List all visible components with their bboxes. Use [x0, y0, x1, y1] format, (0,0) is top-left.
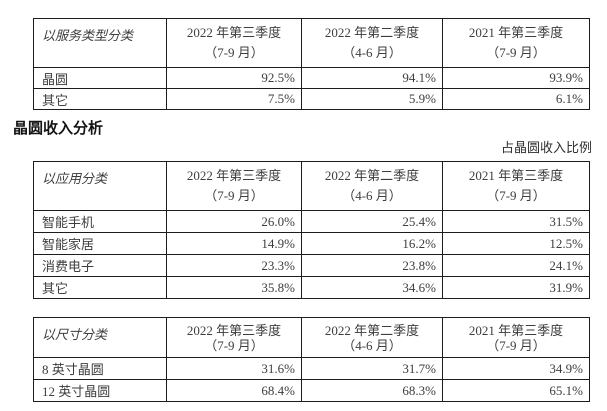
quarter-line2: （4-6 月） — [342, 188, 402, 203]
table-row: 其它 7.5% 5.9% 6.1% — [33, 88, 590, 110]
quarter-line2: （4-6 月） — [342, 45, 402, 60]
row-label: 8 英寸晶圆 — [33, 357, 167, 380]
quarter-line1: 2022 年第三季度 — [186, 168, 282, 183]
quarter-line2: （7-9 月） — [486, 337, 546, 353]
value-cell: 35.8% — [166, 276, 302, 299]
row-label: 12 英寸晶圆 — [33, 379, 167, 402]
value-cell: 7.5% — [166, 88, 302, 110]
value-cell: 23.8% — [301, 254, 443, 277]
value-cell: 93.9% — [442, 67, 590, 89]
header-row: 以服务类型分类 2022 年第三季度 （7-9 月） 2022 年第二季度 （4… — [33, 18, 590, 68]
value-cell: 25.4% — [301, 210, 443, 233]
quarter-header-2022q2: 2022 年第二季度 （4-6 月） — [301, 161, 443, 211]
value-cell: 12.5% — [442, 232, 590, 255]
quarter-line1: 2022 年第三季度 — [186, 25, 282, 40]
value-cell: 31.6% — [166, 357, 302, 380]
row-label: 智能家居 — [33, 232, 167, 255]
category-header: 以应用分类 — [33, 161, 167, 211]
quarter-header-2022q3: 2022 年第三季度 （7-9 月） — [166, 161, 302, 211]
quarter-line2: （7-9 月） — [204, 45, 264, 60]
row-label: 其它 — [33, 276, 167, 299]
value-cell: 14.9% — [166, 232, 302, 255]
quarter-header-2022q3: 2022 年第三季度 （7-9 月） — [166, 18, 302, 68]
value-cell: 23.3% — [166, 254, 302, 277]
quarter-header-2021q3: 2021 年第三季度 （7-9 月） — [442, 317, 590, 358]
value-cell: 68.3% — [301, 379, 443, 402]
value-cell: 68.4% — [166, 379, 302, 402]
quarter-header-2022q2: 2022 年第二季度 （4-6 月） — [301, 18, 443, 68]
table-row: 消费电子 23.3% 23.8% 24.1% — [33, 254, 590, 277]
quarter-line1: 2022 年第二季度 — [324, 168, 420, 183]
service-type-table: 以服务类型分类 2022 年第三季度 （7-9 月） 2022 年第二季度 （4… — [33, 18, 590, 110]
value-cell: 65.1% — [442, 379, 590, 402]
row-label: 晶圆 — [33, 67, 167, 89]
row-label: 消费电子 — [33, 254, 167, 277]
row-label: 其它 — [33, 88, 167, 110]
value-cell: 94.1% — [301, 67, 443, 89]
quarter-line2: （7-9 月） — [204, 188, 264, 203]
table-row: 8 英寸晶圆 31.6% 31.7% 34.9% — [33, 357, 590, 380]
table-row: 智能家居 14.9% 16.2% 12.5% — [33, 232, 590, 255]
wafer-revenue-ratio-note: 占晶圆收入比例 — [500, 140, 592, 155]
category-header: 以服务类型分类 — [33, 18, 167, 68]
table-row: 智能手机 26.0% 25.4% 31.5% — [33, 210, 590, 233]
quarter-line2: （7-9 月） — [204, 337, 264, 353]
table-row: 12 英寸晶圆 68.4% 68.3% 65.1% — [33, 379, 590, 402]
quarter-header-2022q2: 2022 年第二季度 （4-6 月） — [301, 317, 443, 358]
value-cell: 34.9% — [442, 357, 590, 380]
size-table: 以尺寸分类 2022 年第三季度 （7-9 月） 2022 年第二季度 （4-6… — [33, 317, 590, 402]
quarter-line2: （4-6 月） — [342, 337, 402, 353]
value-cell: 92.5% — [166, 67, 302, 89]
quarter-line1: 2021 年第三季度 — [468, 25, 564, 40]
quarter-line1: 2021 年第三季度 — [468, 322, 564, 338]
value-cell: 31.7% — [301, 357, 443, 380]
quarter-line1: 2022 年第二季度 — [324, 322, 420, 338]
value-cell: 26.0% — [166, 210, 302, 233]
value-cell: 16.2% — [301, 232, 443, 255]
row-label: 智能手机 — [33, 210, 167, 233]
table-row: 晶圆 92.5% 94.1% 93.9% — [33, 67, 590, 89]
header-row: 以应用分类 2022 年第三季度 （7-9 月） 2022 年第二季度 （4-6… — [33, 161, 590, 211]
value-cell: 5.9% — [301, 88, 443, 110]
value-cell: 31.9% — [442, 276, 590, 299]
quarter-header-2021q3: 2021 年第三季度 （7-9 月） — [442, 161, 590, 211]
value-cell: 34.6% — [301, 276, 443, 299]
header-row: 以尺寸分类 2022 年第三季度 （7-9 月） 2022 年第二季度 （4-6… — [33, 317, 590, 358]
quarter-header-2022q3: 2022 年第三季度 （7-9 月） — [166, 317, 302, 358]
value-cell: 31.5% — [442, 210, 590, 233]
category-header: 以尺寸分类 — [33, 317, 167, 358]
value-cell: 6.1% — [442, 88, 590, 110]
value-cell: 24.1% — [442, 254, 590, 277]
quarter-header-2021q3: 2021 年第三季度 （7-9 月） — [442, 18, 590, 68]
quarter-line1: 2021 年第三季度 — [468, 168, 564, 183]
table-row: 其它 35.8% 34.6% 31.9% — [33, 276, 590, 299]
quarter-line2: （7-9 月） — [486, 188, 546, 203]
quarter-line2: （7-9 月） — [486, 45, 546, 60]
quarter-line1: 2022 年第二季度 — [324, 25, 420, 40]
application-table: 以应用分类 2022 年第三季度 （7-9 月） 2022 年第二季度 （4-6… — [33, 161, 590, 299]
section-heading: 晶圆收入分析 — [13, 121, 104, 137]
quarter-line1: 2022 年第三季度 — [186, 322, 282, 338]
